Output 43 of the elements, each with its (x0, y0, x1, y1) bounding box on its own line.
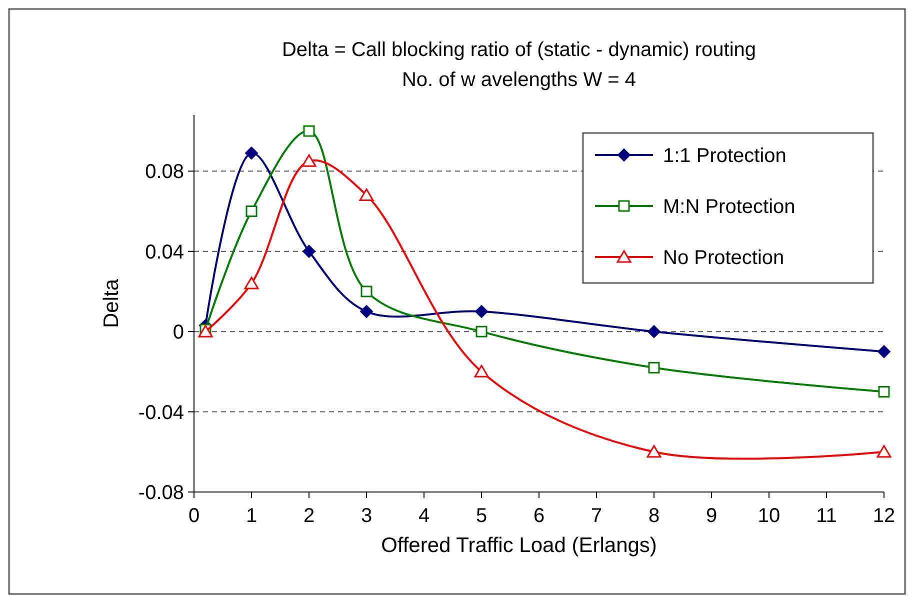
point (476, 326, 488, 338)
point (246, 206, 258, 218)
legend-label: 1:1 Protection (663, 145, 786, 167)
point (244, 276, 259, 290)
point (303, 125, 315, 137)
y-tick-label: -0.04 (138, 402, 184, 424)
y-tick-label: 0.04 (145, 241, 184, 264)
point (878, 345, 890, 358)
x-tick-label: 3 (360, 505, 372, 527)
x-tick-label: 0 (188, 505, 200, 527)
y-axis-title: Delta (100, 278, 123, 328)
x-tick-label: 4 (418, 505, 430, 527)
point (360, 286, 372, 298)
point (878, 386, 890, 398)
x-tick-label: 1 (246, 505, 258, 527)
point (475, 305, 488, 318)
point (876, 445, 892, 458)
x-tick-label: 11 (816, 505, 837, 527)
legend-label: No Protection (663, 247, 784, 269)
chart-title: Delta = Call blocking ratio of (static - dynamic) routing (282, 39, 756, 61)
point (474, 364, 489, 378)
chart-subtitle: No. of w avelengths W = 4 (402, 69, 636, 91)
point (360, 305, 373, 318)
point (648, 362, 660, 374)
point (646, 445, 662, 458)
y-tick-label: -0.08 (138, 482, 184, 504)
x-tick-label: 12 (872, 505, 896, 527)
x-tick-label: 9 (706, 505, 718, 527)
x-tick-label: 7 (590, 505, 602, 527)
point (648, 325, 660, 338)
point (302, 154, 316, 167)
y-tick-label: 0.08 (145, 161, 184, 184)
x-tick-label: 8 (648, 505, 660, 527)
x-tick-label: 2 (303, 505, 315, 527)
x-tick-label: 10 (758, 505, 780, 527)
legend-label: M:N Protection (663, 196, 796, 218)
point (245, 146, 258, 160)
x-tick-label: 5 (476, 505, 488, 527)
x-tick-label: 6 (533, 505, 545, 527)
x-axis-title: Offered Traffic Load (Erlangs) (381, 534, 657, 557)
point (359, 188, 374, 201)
point (302, 244, 316, 258)
y-tick-label: 0 (172, 322, 184, 344)
